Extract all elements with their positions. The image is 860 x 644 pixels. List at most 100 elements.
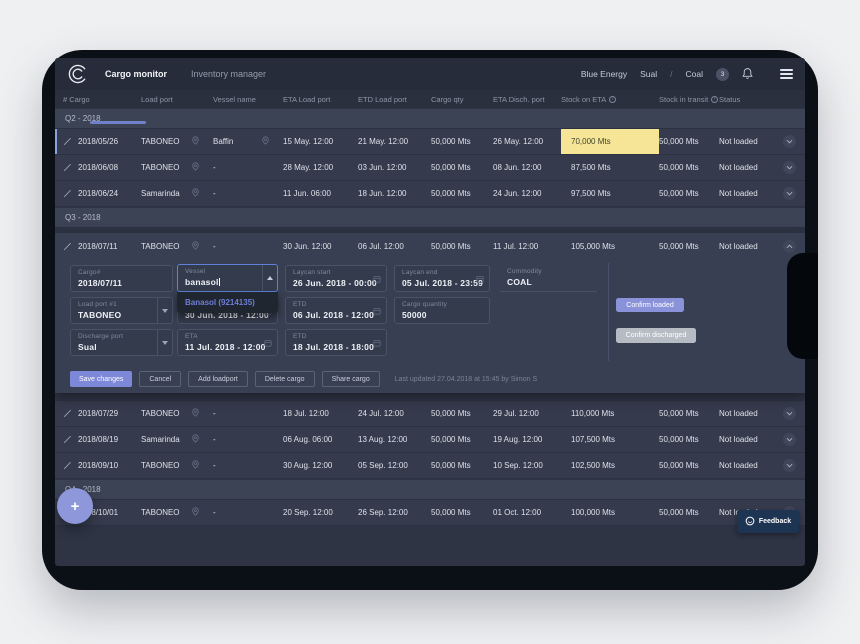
stock-on-eta: 110,000 Mts <box>571 409 615 418</box>
chevron-down-icon[interactable] <box>783 161 796 174</box>
field-label: ETA <box>185 333 198 340</box>
status-text: Not loaded <box>719 241 758 251</box>
edit-pencil-icon[interactable] <box>63 137 72 146</box>
table-row[interactable]: 2018/06/08 TABONEO - 28 May. 12:00 03 Ju… <box>55 155 805 181</box>
cargo-id: 2018/10/01 <box>78 508 119 517</box>
calendar-icon[interactable] <box>373 275 381 283</box>
menu-icon[interactable] <box>780 68 793 80</box>
table-row[interactable]: 2018/05/26 TABONEO Baffin 15 May. 12:00 … <box>55 129 805 155</box>
load-port: TABONEO <box>141 163 180 172</box>
chevron-up-icon[interactable] <box>262 265 277 291</box>
field-value: 11 Jul. 2018 - 12:00 <box>185 341 266 352</box>
laycan-end-field[interactable]: Laycan end 05 Jul. 2018 - 23:59 <box>394 265 490 292</box>
stock-on-eta: 100,000 Mts <box>571 508 616 517</box>
app-logo-icon <box>67 63 89 85</box>
eta-load-port: 20 Sep. 12:00 <box>283 508 333 517</box>
table-row[interactable]: 2018/06/24 Samarinda - 11 Jun. 06:00 18 … <box>55 181 805 207</box>
table-row[interactable]: 2018/08/19 Samarinda - 06 Aug. 06:00 13 … <box>55 427 805 453</box>
cargo-quantity-field[interactable]: Cargo quantity 50000 <box>394 297 490 324</box>
load-port-select[interactable]: Load port #1 TABONEO <box>70 297 173 324</box>
feedback-button[interactable]: Feedback <box>737 510 799 533</box>
quarter-label: Q3 - 2018 <box>65 213 101 222</box>
field-value: Sual <box>78 341 97 352</box>
bell-icon[interactable] <box>742 67 753 82</box>
calendar-icon[interactable] <box>373 307 381 315</box>
calendar-icon[interactable] <box>373 339 381 347</box>
chevron-down-icon[interactable] <box>783 135 796 148</box>
discharge-port-select[interactable]: Discharge port Sual <box>70 329 173 356</box>
vessel-dropdown-option[interactable]: Banasol (9214135) <box>185 298 255 307</box>
port-filter[interactable]: Sual <box>640 69 658 79</box>
vessel-name: - <box>213 461 216 470</box>
active-tab-underline <box>90 121 146 124</box>
col-header-cargo: # Cargo <box>63 94 90 104</box>
tab-inventory-manager[interactable]: Inventory manager <box>191 69 267 79</box>
load-port: TABONEO <box>141 137 180 146</box>
edit-pencil-icon[interactable] <box>63 409 72 418</box>
table-row[interactable]: 2018/10/01 TABONEO - 20 Sep. 12:00 26 Se… <box>55 500 805 526</box>
last-updated-text: Last updated 27.04.2018 at 15:45 by Simo… <box>394 375 538 383</box>
add-cargo-fab[interactable]: + <box>57 488 93 524</box>
table-row-expanded[interactable]: 2018/07/11 TABONEO - 30 Jun. 12:00 06 Ju… <box>55 233 805 259</box>
col-header-vessel-name: Vessel name <box>213 94 256 104</box>
load-port: Samarinda <box>141 189 180 198</box>
notification-badge[interactable]: 3 <box>716 67 729 81</box>
share-cargo-button[interactable]: Share cargo <box>321 371 380 387</box>
chevron-down-icon[interactable] <box>783 433 796 446</box>
vessel-input[interactable]: Vessel banasol <box>177 264 278 292</box>
field-label: Cargo# <box>78 269 101 276</box>
chevron-down-icon[interactable] <box>157 330 172 355</box>
delete-cargo-button[interactable]: Delete cargo <box>254 371 315 387</box>
chevron-down-icon[interactable] <box>783 407 796 420</box>
info-icon[interactable]: i <box>711 95 719 103</box>
info-icon[interactable]: i <box>609 95 617 103</box>
cancel-button[interactable]: Cancel <box>139 371 182 387</box>
cargo-id: 2018/06/08 <box>78 163 119 172</box>
cargo-edit-form: Cargo# 2018/07/11 Vessel banasol Laycan … <box>55 259 805 365</box>
calendar-icon[interactable] <box>264 339 272 347</box>
edit-pencil-icon[interactable] <box>63 461 72 470</box>
cargo-number-field[interactable]: Cargo# 2018/07/11 <box>70 265 173 292</box>
stock-in-transit: 50,000 Mts <box>659 508 699 517</box>
stock-on-eta: 87,500 Mts <box>571 163 611 172</box>
chevron-down-icon[interactable] <box>783 187 796 200</box>
confirm-discharged-button[interactable]: Confirm discharged <box>616 328 696 343</box>
tablet-frame: Cargo monitor Inventory manager Blue Ene… <box>42 50 818 590</box>
field-value: banasol <box>185 276 219 287</box>
edit-pencil-icon[interactable] <box>63 435 72 444</box>
tab-cargo-monitor[interactable]: Cargo monitor <box>105 69 167 79</box>
chevron-up-icon[interactable] <box>783 239 796 253</box>
edit-pencil-icon[interactable] <box>63 242 72 251</box>
chevron-down-icon[interactable] <box>783 459 796 472</box>
discharge-etd-field[interactable]: ETD 18 Jul. 2018 - 18:00 <box>285 329 387 356</box>
stock-in-transit: 50,000 Mts <box>659 163 699 172</box>
chevron-down-icon[interactable] <box>157 298 172 323</box>
load-port: Samarinda <box>141 435 180 444</box>
plus-icon: + <box>70 497 80 515</box>
quarter-label: Q2 - 2018 <box>65 114 101 123</box>
table-row[interactable]: 2018/07/29 TABONEO - 18 Jul. 12:00 24 Ju… <box>55 401 805 427</box>
table-row[interactable]: 2018/09/10 TABONEO - 30 Aug. 12:00 05 Se… <box>55 453 805 479</box>
cargo-qty: 50,000 Mts <box>431 461 471 470</box>
location-pin-icon <box>192 162 199 173</box>
laycan-start-field[interactable]: Laycan start 26 Jun. 2018 - 00:00 <box>285 265 387 292</box>
etd-load-port: 21 May. 12:00 <box>358 137 409 146</box>
location-pin-icon <box>192 434 199 445</box>
eta-load-port: 18 Jul. 12:00 <box>283 409 329 418</box>
eta-disch-port: 29 Jul. 12:00 <box>493 409 539 418</box>
save-changes-button[interactable]: Save changes <box>70 371 133 387</box>
add-loadport-button[interactable]: Add loadport <box>188 371 248 387</box>
load-etd-field[interactable]: ETD 06 Jul. 2018 - 12:00 <box>285 297 387 324</box>
cargo-qty: 50,000 Mts <box>431 241 471 251</box>
eta-disch-port: 10 Sep. 12:00 <box>493 461 543 470</box>
edit-pencil-icon[interactable] <box>63 163 72 172</box>
discharge-eta-field[interactable]: ETA 11 Jul. 2018 - 12:00 <box>177 329 278 356</box>
vessel-name: - <box>213 409 216 418</box>
cargo-id: 2018/06/24 <box>78 189 119 198</box>
confirm-loaded-button[interactable]: Confirm loaded <box>616 298 684 312</box>
field-label: Vessel <box>185 268 206 275</box>
location-pin-icon <box>192 460 199 471</box>
calendar-icon[interactable] <box>476 275 484 283</box>
edit-pencil-icon[interactable] <box>63 189 72 198</box>
commodity-filter[interactable]: Coal <box>685 69 703 79</box>
